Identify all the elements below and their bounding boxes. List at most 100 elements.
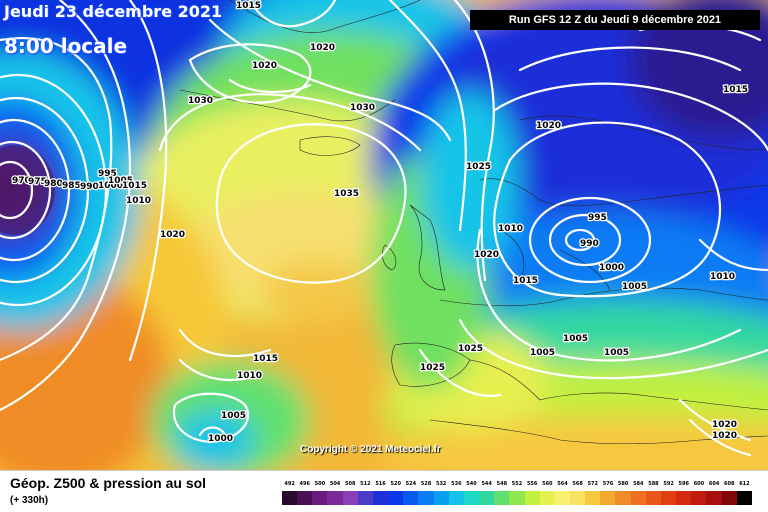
isobar-label: 1015 [253, 354, 278, 364]
isobar-label: 1005 [604, 348, 629, 358]
isobar-label: 995 [98, 169, 117, 179]
isobar-label: 1015 [236, 1, 261, 11]
isobar-label: 1020 [474, 250, 499, 260]
scale-label: 600 [693, 481, 705, 487]
isobar-label: 1020 [310, 43, 335, 53]
scale-label: 528 [420, 481, 432, 487]
scale-label: 576 [602, 481, 614, 487]
scale-swatch [660, 491, 677, 505]
isobar-label: 990 [580, 239, 599, 249]
scale-swatch [706, 491, 722, 505]
isobar-label: 1010 [710, 272, 735, 282]
scale-label: 588 [648, 481, 659, 487]
scale-swatch [494, 491, 510, 505]
isobar-label: 1020 [252, 61, 277, 71]
model-run-info: Run GFS 12 Z du Jeudi 9 décembre 2021 [470, 10, 760, 30]
scale-swatch [630, 491, 646, 505]
scale-label: 604 [708, 481, 720, 487]
scale-label: 548 [496, 481, 508, 487]
scale-label: 552 [511, 481, 523, 487]
scale-swatch [463, 491, 480, 505]
isobar-label: 1005 [108, 176, 133, 186]
isobar-label: 1005 [530, 348, 555, 358]
isobar-label: 980 [44, 179, 63, 189]
scale-swatch [645, 491, 661, 505]
scale-swatch [372, 491, 389, 505]
scale-swatch [615, 491, 631, 505]
scale-swatch [676, 491, 692, 505]
weather-map: 1015 1020 1020 1030 1030 1020 1025 1015 … [0, 0, 768, 470]
isobar-label: 1000 [208, 434, 233, 444]
scale-swatch [327, 491, 343, 505]
scale-label: 512 [360, 481, 371, 487]
scale-label: 560 [542, 481, 553, 487]
isobar-label: 1030 [350, 103, 375, 113]
scale-label: 608 [724, 481, 735, 487]
isobar-label: 1030 [188, 96, 213, 106]
scale-label: 612 [739, 481, 750, 487]
scale-swatch [403, 491, 419, 505]
scale-label: 580 [617, 481, 629, 487]
isobar-label: 975 [28, 177, 47, 187]
forecast-date: Jeudi 23 décembre 2021 [4, 2, 223, 21]
scale-label: 556 [526, 481, 538, 487]
scale-swatch [418, 491, 434, 505]
isobar-label: 1020 [712, 431, 737, 441]
isobar-label: 1025 [458, 344, 483, 354]
scale-label: 572 [587, 481, 599, 487]
scale-label: 508 [345, 481, 356, 487]
scale-label: 520 [390, 481, 401, 487]
deep-low-core [0, 145, 55, 235]
isobar-label: 985 [62, 181, 81, 191]
scale-swatch [721, 491, 737, 505]
scale-swatch [691, 491, 707, 505]
scale-label: 516 [375, 481, 386, 487]
isobar-label: 995 [588, 213, 607, 223]
isobar-label: 1020 [160, 230, 185, 240]
copyright-notice: Copyright © 2021 Meteociel.fr [300, 444, 441, 455]
scale-swatch [539, 491, 555, 505]
isobar-label: 1000 [98, 181, 123, 191]
scale-swatch [569, 491, 586, 505]
scale-label: 504 [329, 481, 341, 487]
scale-swatch [736, 491, 752, 505]
color-scale-bar [282, 491, 752, 505]
scale-swatch [448, 491, 464, 505]
isobar-label: 1015 [122, 181, 147, 191]
scale-swatch [433, 491, 449, 505]
isobar-label: 1025 [420, 363, 445, 373]
isobar-labels: 1015 1020 1020 1030 1030 1020 1025 1015 … [11, 0, 750, 445]
scale-swatch [585, 491, 601, 505]
scale-swatch [312, 491, 328, 505]
isobar-label: 970 [12, 176, 31, 186]
legend-footer: Géop. Z500 & pression au sol (+ 330h) 49… [0, 470, 768, 512]
scale-swatch [479, 491, 495, 505]
coastlines [179, 0, 768, 445]
isobar-label: 1020 [712, 420, 737, 430]
scale-label: 500 [314, 481, 326, 487]
scale-swatch [388, 491, 404, 505]
scale-label: 544 [481, 481, 492, 487]
scale-label: 524 [405, 481, 417, 487]
scale-swatch [524, 491, 540, 505]
scale-label: 496 [299, 481, 310, 487]
scale-label: 596 [678, 481, 689, 487]
scale-label: 532 [435, 481, 447, 487]
isobar-label: 1015 [513, 276, 538, 286]
scale-label: 492 [284, 481, 295, 487]
scale-swatch [297, 491, 313, 505]
isobar-label: 1005 [221, 411, 246, 421]
geopotential-field [0, 0, 768, 470]
isobar-label: 1000 [599, 263, 624, 273]
isobar-label: 1020 [536, 121, 561, 131]
isobar-lines [0, 0, 768, 455]
scale-swatch [554, 491, 570, 505]
isobar-label: 1010 [498, 224, 523, 234]
scale-swatch [342, 491, 358, 505]
scale-swatch [509, 491, 525, 505]
forecast-offset: (+ 330h) [10, 495, 49, 506]
scale-label: 592 [663, 481, 674, 487]
scale-label: 536 [451, 481, 462, 487]
color-scale-labels: 492 496 500 504 508 512 516 520 524 528 532 536 540 5… [282, 481, 752, 489]
